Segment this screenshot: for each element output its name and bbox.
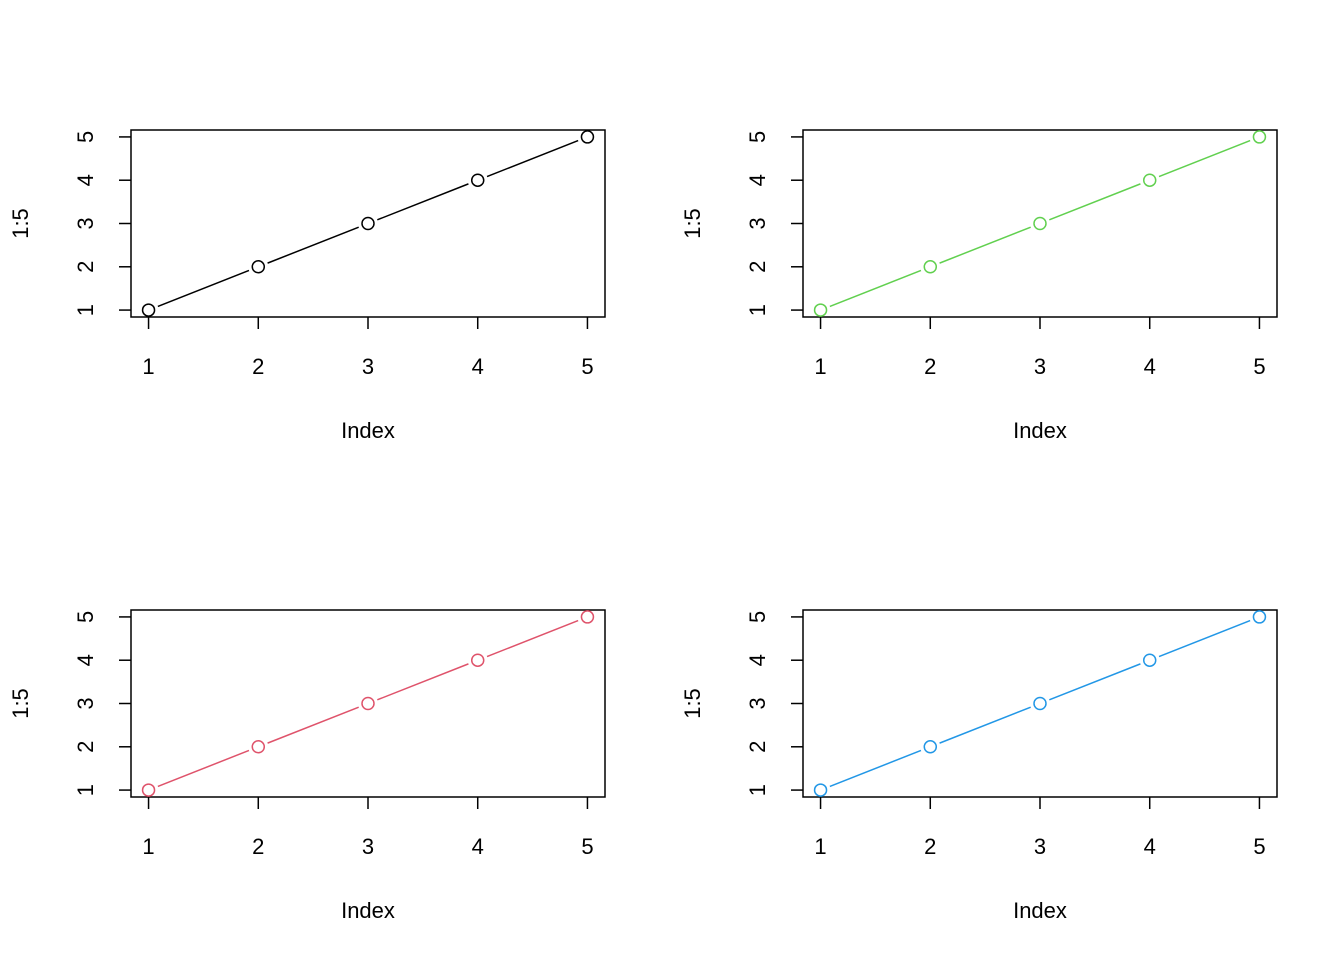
series-segment — [157, 269, 250, 308]
panel-bottom-left: 1 2 3 4 5 1 2 3 4 5 Index 1:5 — [8, 609, 606, 923]
series-segment — [377, 183, 469, 221]
data-point — [141, 303, 156, 317]
data-point — [813, 303, 828, 317]
series-segment — [939, 706, 1031, 744]
data-point — [923, 260, 938, 274]
x-axis-label: Index — [341, 418, 395, 443]
panel-top-right: 1 2 3 4 5 1 2 3 4 5 Index 1:5 — [680, 129, 1278, 443]
data-point — [1142, 173, 1157, 187]
x-tick-label: 2 — [252, 834, 264, 859]
y-axis-label: 1:5 — [680, 208, 705, 239]
x-tick-label: 5 — [581, 354, 593, 379]
y-tick-label: 2 — [73, 741, 98, 753]
y-tick-label: 4 — [745, 174, 770, 186]
x-tick-label: 3 — [362, 354, 374, 379]
x-tick-label: 3 — [1034, 354, 1046, 379]
y-tick-label: 5 — [745, 131, 770, 143]
data-point — [1033, 216, 1047, 231]
y-tick-label: 4 — [73, 654, 98, 666]
y-axis-label: 1:5 — [8, 208, 33, 239]
y-tick-label: 5 — [745, 611, 770, 623]
x-tick-label: 1 — [142, 834, 154, 859]
data-point — [813, 783, 828, 797]
data-point — [251, 260, 266, 274]
y-tick-label: 3 — [745, 697, 770, 709]
x-tick-label: 5 — [581, 834, 593, 859]
x-tick-label: 2 — [252, 354, 264, 379]
data-point — [470, 173, 485, 187]
y-tick-label: 4 — [745, 654, 770, 666]
x-tick-label: 1 — [814, 354, 826, 379]
y-tick-label: 4 — [73, 174, 98, 186]
series-segment — [829, 269, 922, 308]
x-tick-label: 2 — [924, 354, 936, 379]
x-tick-label: 4 — [472, 834, 484, 859]
y-tick-label: 2 — [745, 741, 770, 753]
y-tick-label: 5 — [73, 611, 98, 623]
y-tick-label: 1 — [745, 304, 770, 316]
data-point — [141, 783, 156, 797]
data-point — [251, 740, 266, 754]
x-axis-label: Index — [1013, 418, 1067, 443]
x-tick-label: 3 — [362, 834, 374, 859]
series-segment — [486, 619, 579, 658]
series-segment — [1049, 663, 1141, 701]
y-tick-label: 3 — [73, 697, 98, 709]
series-segment — [267, 706, 359, 744]
y-tick-label: 3 — [73, 217, 98, 229]
series-segment — [157, 749, 250, 788]
series-segment — [1049, 183, 1141, 221]
data-point — [580, 610, 595, 624]
x-tick-label: 1 — [814, 834, 826, 859]
y-axis-label: 1:5 — [8, 688, 33, 719]
x-tick-label: 1 — [142, 354, 154, 379]
x-tick-label: 5 — [1253, 354, 1265, 379]
data-point — [923, 740, 938, 754]
series-segment — [267, 226, 359, 264]
data-point — [361, 216, 375, 231]
x-tick-label: 4 — [1144, 834, 1156, 859]
panel-bottom-right: 1 2 3 4 5 1 2 3 4 5 Index 1:5 — [680, 609, 1278, 923]
data-point — [470, 653, 485, 667]
data-point — [1142, 653, 1157, 667]
y-tick-label: 5 — [73, 131, 98, 143]
data-point — [1252, 610, 1267, 624]
y-tick-label: 1 — [73, 784, 98, 796]
y-tick-label: 1 — [73, 304, 98, 316]
data-point — [580, 130, 595, 144]
series-segment — [1158, 139, 1251, 178]
data-point — [1033, 696, 1047, 711]
x-tick-label: 4 — [472, 354, 484, 379]
series-segment — [829, 749, 922, 788]
x-axis-label: Index — [341, 898, 395, 923]
x-tick-label: 2 — [924, 834, 936, 859]
x-axis-label: Index — [1013, 898, 1067, 923]
series-segment — [486, 139, 579, 178]
y-tick-label: 3 — [745, 217, 770, 229]
x-tick-label: 3 — [1034, 834, 1046, 859]
panel-top-left: 1 2 3 4 5 1 2 3 4 5 Index 1:5 — [8, 129, 606, 443]
y-tick-label: 2 — [73, 261, 98, 273]
data-point — [1252, 130, 1267, 144]
x-tick-label: 4 — [1144, 354, 1156, 379]
x-tick-label: 5 — [1253, 834, 1265, 859]
data-point — [361, 696, 375, 711]
series-segment — [377, 663, 469, 701]
y-tick-label: 1 — [745, 784, 770, 796]
y-axis-label: 1:5 — [680, 688, 705, 719]
y-tick-label: 2 — [745, 261, 770, 273]
series-segment — [1158, 619, 1251, 658]
series-segment — [939, 226, 1031, 264]
